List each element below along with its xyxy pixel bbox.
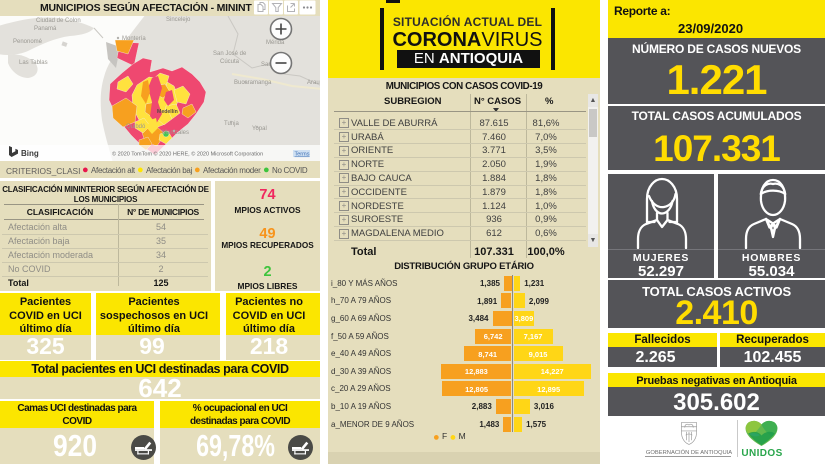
svg-text:Mérida: Mérida [266,40,285,46]
svg-text:Tunja: Tunja [224,121,239,127]
svg-text:Panamá: Panamá [34,26,57,32]
svg-text:© 2020 TomTom © 2020 HERE, © 2: © 2020 TomTom © 2020 HERE, © 2020 Micros… [112,151,263,158]
svg-text:Terms: Terms [295,152,310,158]
svg-text:Arau: Arau [307,80,320,86]
svg-text:Ciudad de Colon: Ciudad de Colon [36,18,81,24]
svg-text:Sincelejo: Sincelejo [166,17,191,23]
svg-text:Bucaramanga: Bucaramanga [234,80,272,86]
svg-text:Yopal: Yopal [252,126,267,132]
svg-text:Quibdó: Quibdó [126,124,146,130]
svg-text:San: San [261,62,272,68]
svg-text:Cúcuta: Cúcuta [220,59,240,65]
svg-text:Medellín: Medellín [157,109,178,115]
svg-text:Las Tablas: Las Tablas [19,60,48,66]
svg-text:Manizales: Manizales [162,130,189,136]
svg-text:San José de: San José de [213,51,247,57]
svg-text:Penonomé: Penonomé [13,39,43,45]
svg-text:Bing: Bing [21,149,39,158]
svg-text:Montería: Montería [122,36,146,42]
